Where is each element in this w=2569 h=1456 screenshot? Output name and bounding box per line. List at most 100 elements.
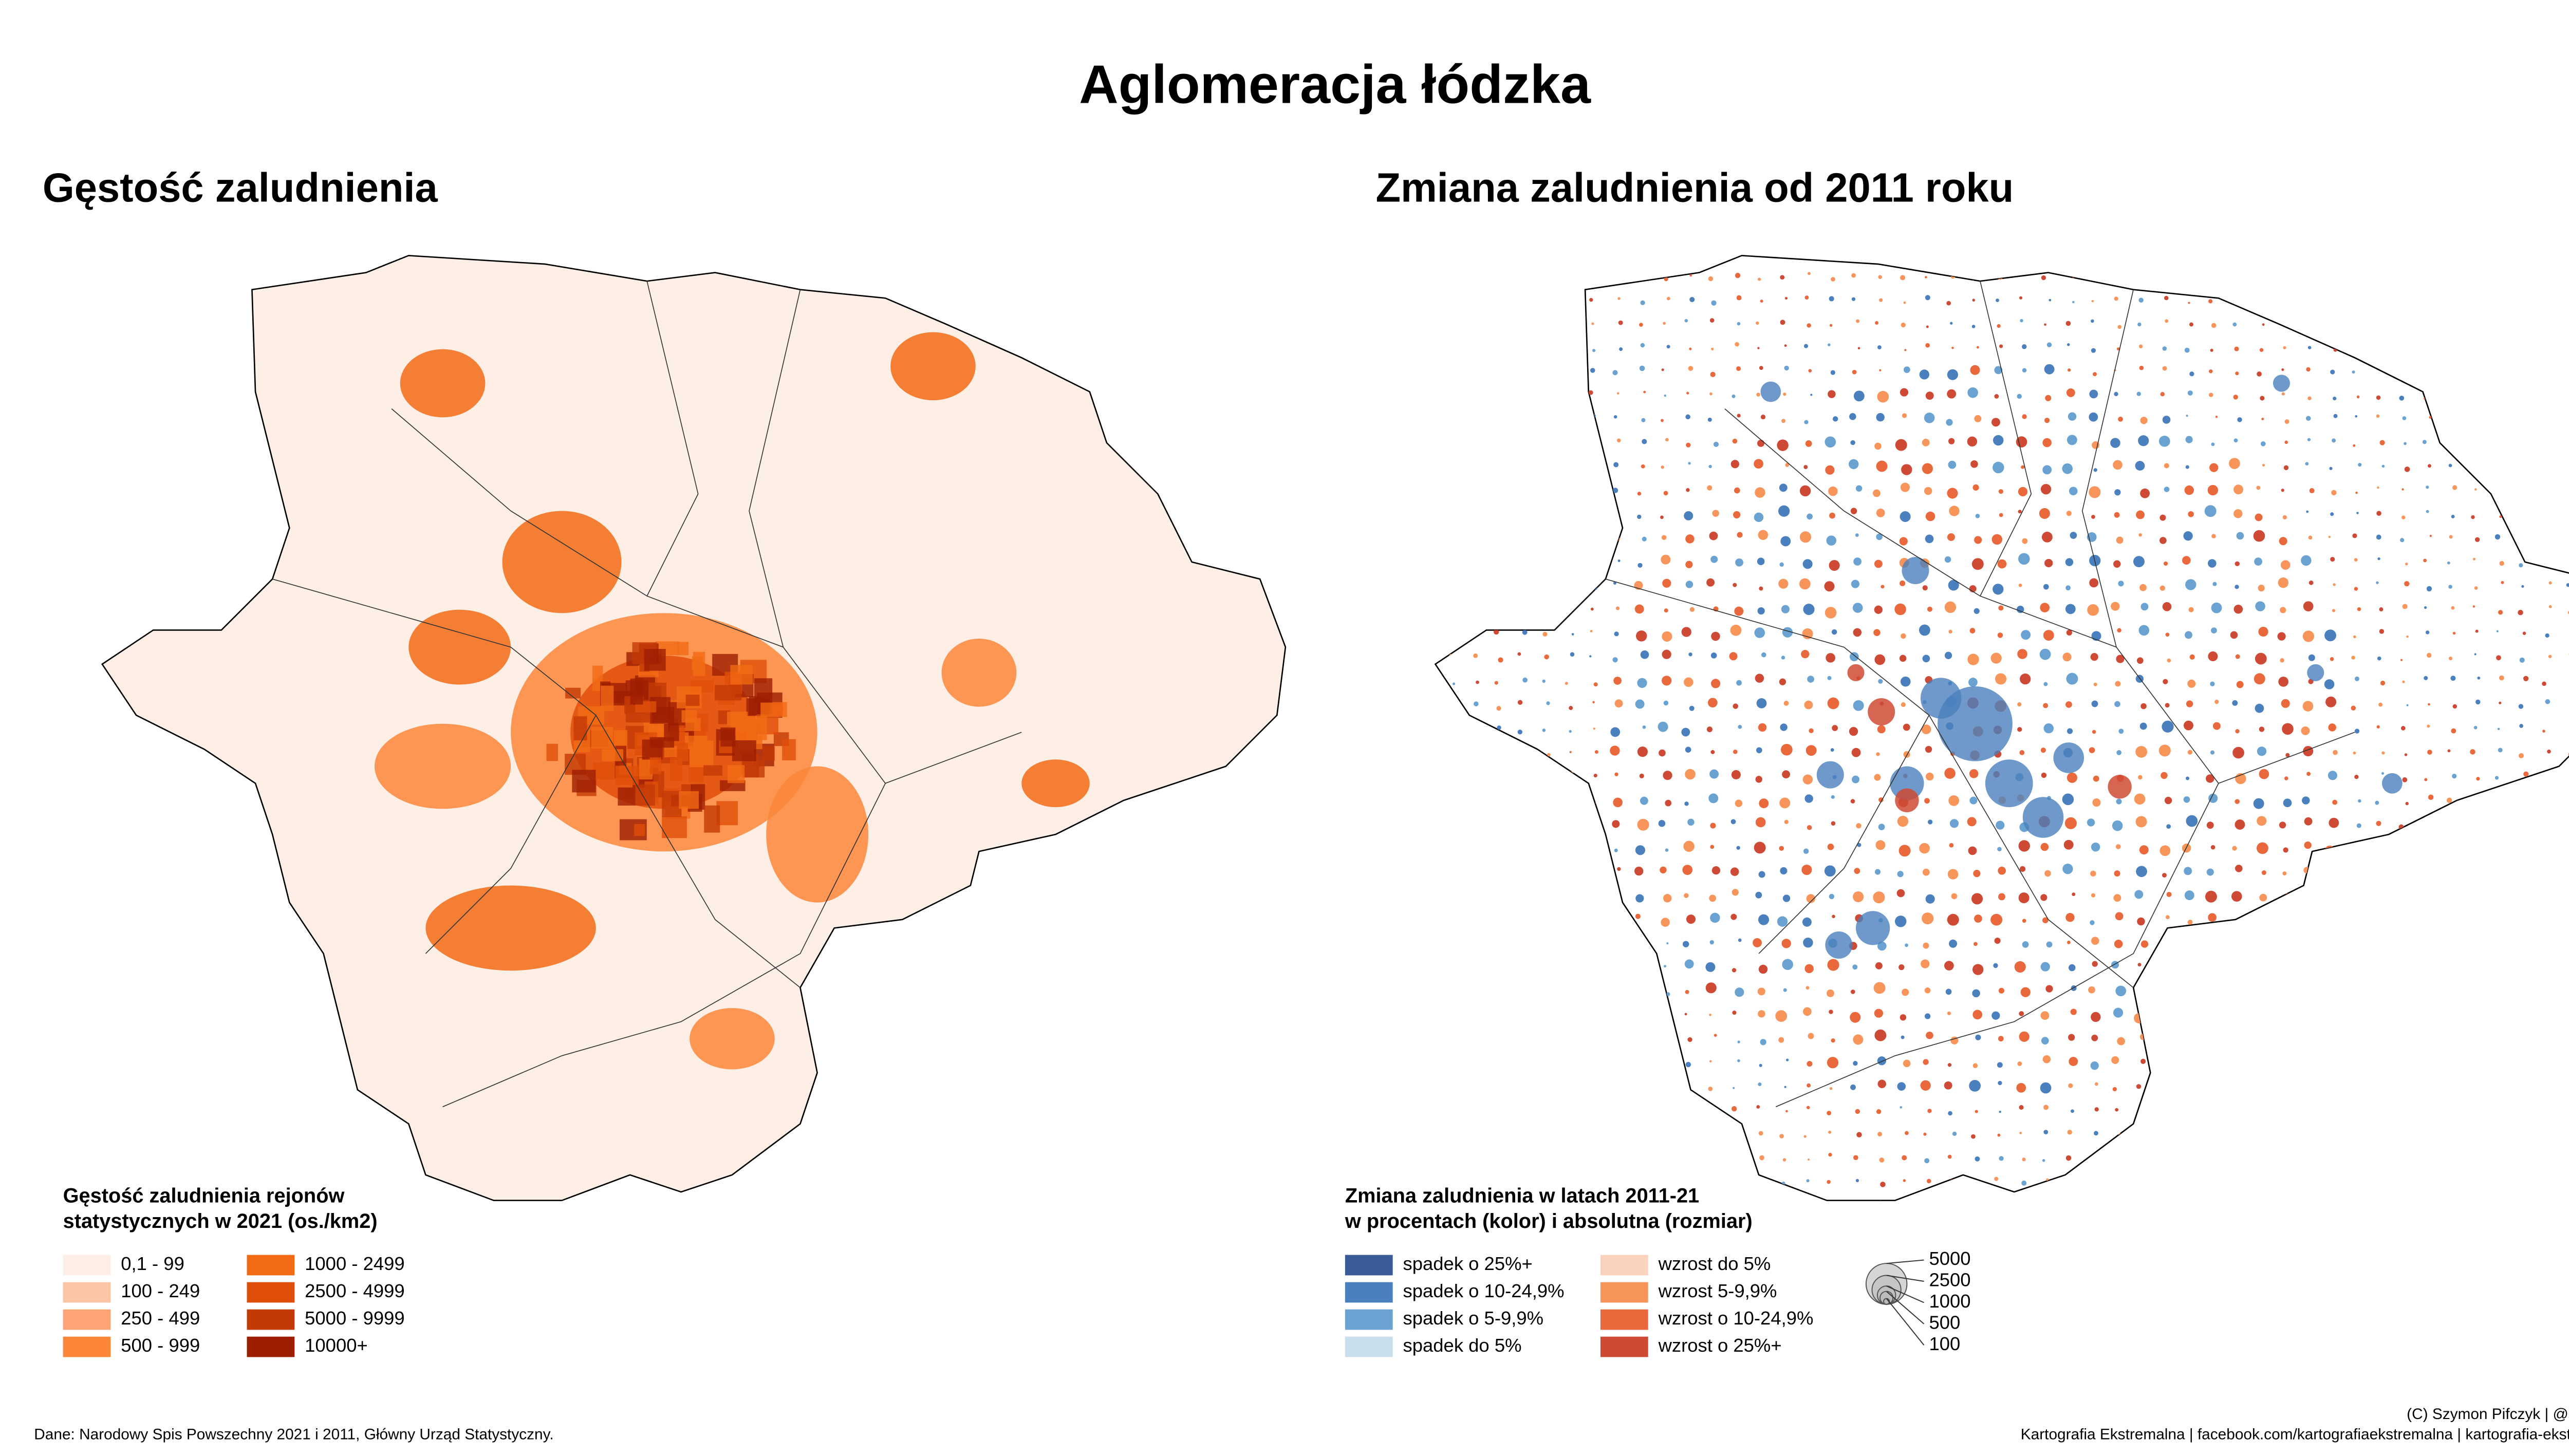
change-dot [1711, 866, 1721, 875]
change-dot [2068, 412, 2077, 421]
change-dot [1921, 959, 1930, 968]
change-dot [2494, 1058, 2499, 1063]
change-dot [2542, 322, 2546, 326]
change-dot [1592, 514, 1598, 520]
change-dot [2235, 1206, 2237, 1208]
change-dot [1589, 655, 1592, 658]
change-dot [2302, 796, 2310, 805]
change-dot [2043, 584, 2049, 590]
change-dot [2426, 342, 2431, 348]
change-dot [2428, 703, 2430, 706]
change-dot [2280, 318, 2284, 323]
change-dot [2447, 1060, 2451, 1065]
change-dot [1493, 629, 1499, 635]
change-dot [1497, 347, 1500, 351]
change-dot [1637, 563, 1643, 568]
change-dot [1471, 535, 1474, 538]
change-dot [1569, 372, 1573, 377]
change-dot [2303, 1106, 2309, 1111]
density-area [662, 791, 682, 817]
density-area [546, 743, 558, 761]
change-dot [1499, 1061, 1502, 1065]
change-dot [1760, 414, 1766, 420]
change-dot [1849, 726, 1858, 736]
change-dot [2166, 824, 2171, 829]
change-dot [2138, 435, 2149, 446]
change-dot [1761, 652, 1766, 658]
change-dot [1711, 347, 1714, 350]
change-dot [1474, 397, 1476, 400]
change-dot [2404, 466, 2410, 472]
change-dot [2210, 348, 2213, 352]
change-dot [2451, 1107, 2454, 1110]
change-dot [1473, 850, 1476, 853]
change-dot [1895, 439, 1907, 451]
change-dot [1591, 442, 1595, 445]
change-dot [2499, 963, 2502, 967]
change-dot [1616, 1110, 1619, 1113]
change-dot [2065, 321, 2071, 326]
change-dot [1827, 989, 1834, 997]
size-leader [1886, 1291, 1925, 1324]
change-dot [1973, 870, 1981, 878]
change-dot [2543, 800, 2546, 802]
change-dot [2237, 1016, 2241, 1020]
change-dot [2306, 772, 2311, 776]
change-dot [2138, 297, 2144, 303]
change-dot [1755, 487, 1765, 498]
change-dot [1737, 1059, 1740, 1062]
change-dot [1590, 463, 1595, 468]
change-dot [2188, 302, 2190, 304]
change-dot [1619, 1035, 1623, 1038]
change-dot [1547, 990, 1551, 995]
change-dot [1948, 580, 1959, 591]
change-dot [1637, 818, 1649, 831]
change-dot [1997, 324, 2001, 328]
change-dot [1684, 959, 1694, 969]
change-dot [2140, 703, 2147, 710]
change-dot [2087, 818, 2095, 827]
change-dot [2470, 1154, 2476, 1159]
change-dot [1473, 869, 1475, 871]
change-dot [1948, 629, 1952, 634]
change-dot [1663, 700, 1669, 706]
change-dot [1990, 652, 2002, 664]
change-dot [2134, 890, 2144, 899]
change-dot [2115, 681, 2121, 687]
change-dot [2377, 272, 2383, 278]
change-dot [1730, 819, 1736, 825]
change-dot [2475, 824, 2479, 827]
change-dot [2379, 1035, 2382, 1038]
change-dot [2022, 368, 2027, 373]
change-dot [1685, 414, 1690, 420]
legend-swatch [63, 1255, 111, 1276]
change-dot [1997, 847, 2002, 852]
change-dot [2116, 536, 2124, 544]
change-dot [1998, 1205, 2002, 1209]
change-dot [2353, 1058, 2356, 1062]
change-dot [1544, 654, 1549, 660]
change-dot [1802, 559, 1813, 569]
change-dot [1901, 322, 1906, 328]
change-dot [2187, 750, 2193, 755]
change-dot [1902, 556, 1929, 584]
change-dot [1920, 1080, 1931, 1091]
change-dot [2164, 463, 2169, 469]
change-dot [2543, 396, 2546, 400]
change-dot [2329, 296, 2333, 301]
change-dot [1900, 1106, 1903, 1109]
change-dot [2376, 511, 2381, 516]
change-dot [2214, 963, 2219, 967]
legend-title: Zmiana zaludnienia w latach 2011-21 [1345, 1184, 1699, 1207]
change-dot [1925, 295, 1930, 301]
change-dot [1778, 578, 1789, 589]
change-dot [2307, 438, 2311, 441]
change-dot [2426, 1206, 2431, 1210]
change-dot [2205, 890, 2217, 903]
size-label: 1000 [1929, 1291, 1971, 1312]
change-dot [1570, 275, 1573, 278]
change-dot [2019, 750, 2025, 755]
change-dot [1994, 1177, 1999, 1181]
change-dot [1589, 920, 1592, 922]
change-dot [1634, 866, 1644, 876]
